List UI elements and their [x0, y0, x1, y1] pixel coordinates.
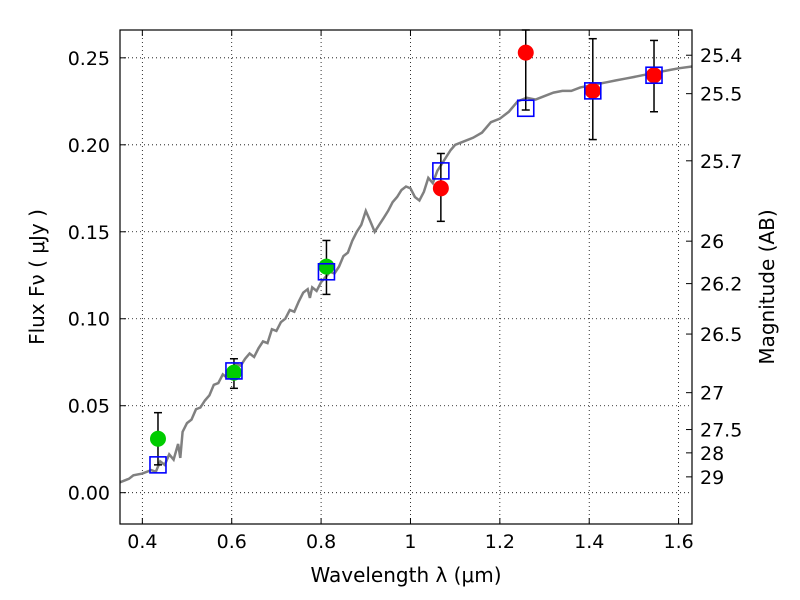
data-point — [517, 44, 534, 61]
data-point — [318, 258, 335, 275]
x-tick-label: 1.2 — [485, 531, 515, 553]
data-point — [225, 364, 242, 381]
x-tick-label: 1.4 — [574, 531, 604, 553]
y-axis-label: Flux Fν ( μJy ) — [25, 209, 49, 345]
magnitude-tick-label: 25.7 — [700, 151, 742, 173]
model-flux-square — [432, 162, 450, 180]
data-point — [646, 67, 663, 84]
series-layer — [119, 29, 693, 484]
model-flux-square — [225, 362, 243, 380]
data-point — [584, 82, 601, 99]
x-tick-label: 0.6 — [217, 531, 247, 553]
magnitude-tick-label: 25.4 — [700, 45, 742, 67]
magnitude-tick-label: 25.5 — [700, 84, 742, 106]
x-tick-label: 0.8 — [306, 531, 336, 553]
y-tick-label: 0.20 — [68, 135, 110, 157]
data-point — [432, 180, 449, 197]
model-spectrum-line — [119, 65, 693, 484]
y-tick-label: 0.25 — [68, 48, 110, 70]
y2-axis-label: Magnitude (AB) — [755, 209, 779, 364]
x-axis-label: Wavelength λ (μm) — [310, 563, 501, 587]
x-tick-label: 1 — [404, 531, 416, 553]
data-point — [149, 430, 166, 447]
model-flux-square — [583, 82, 602, 100]
magnitude-tick-label: 27 — [700, 383, 724, 405]
x-tick-label: 0.4 — [127, 531, 157, 553]
magnitude-tick-label: 26 — [700, 231, 724, 253]
model-flux-square — [516, 99, 535, 118]
y-tick-label: 0.10 — [68, 309, 110, 331]
model-flux-square — [149, 456, 167, 474]
plot-frame — [119, 29, 693, 525]
magnitude-tick-label: 28 — [700, 443, 724, 465]
y-tick-label: 0.05 — [68, 396, 110, 418]
model-flux-square — [645, 66, 663, 85]
magnitude-tick-label: 26.5 — [700, 324, 742, 346]
x-tick-label: 1.6 — [663, 531, 693, 553]
y-tick-label: 0.15 — [68, 222, 110, 244]
magnitude-tick-label: 29 — [700, 467, 724, 489]
model-flux-square — [317, 262, 336, 281]
magnitude-tick-label: 27.5 — [700, 420, 742, 442]
y-tick-label: 0.00 — [68, 483, 110, 505]
magnitude-tick-label: 26.2 — [700, 274, 742, 296]
grid — [120, 30, 692, 524]
tick-layer: 0.4 0.6 0.8 1 1.2 1.4 1.6 0.00 0.05 0.10 0.15 0.20 0… — [68, 30, 742, 553]
